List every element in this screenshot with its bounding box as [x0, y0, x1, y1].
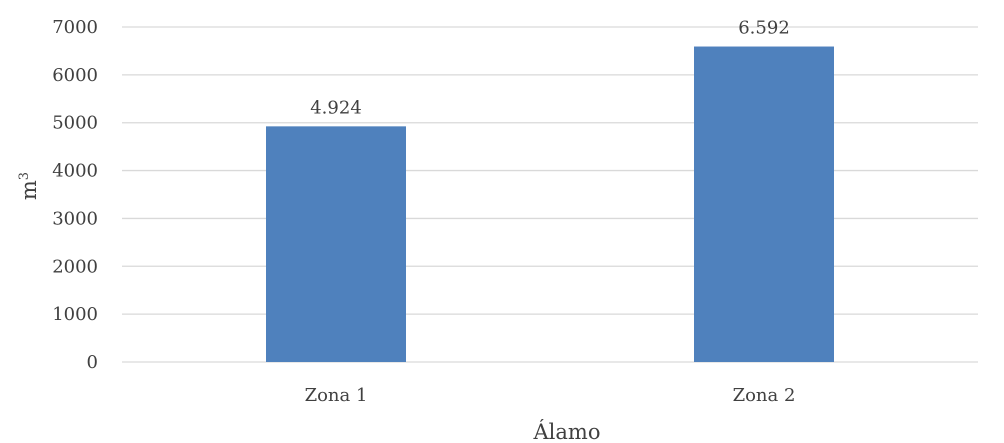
x-axis-title: Álamo [533, 420, 601, 443]
x-tick-label: Zona 2 [733, 385, 796, 406]
data-label: 6.592 [738, 18, 790, 39]
y-axis-title-superscript: 3 [17, 172, 32, 180]
x-axis-tick-labels: Zona 1 Zona 2 [305, 385, 796, 406]
y-tick-label: 6000 [52, 65, 98, 86]
x-tick-label: Zona 1 [305, 385, 368, 406]
y-axis-title: m3 [17, 172, 41, 200]
y-axis-tick-labels: 0 1000 2000 3000 4000 5000 6000 7000 [52, 17, 98, 373]
bar-zona-1 [266, 126, 406, 362]
y-tick-label: 5000 [52, 113, 98, 134]
gridlines [122, 26, 978, 363]
y-tick-label: 3000 [52, 208, 98, 229]
y-tick-label: 4000 [52, 161, 98, 182]
y-tick-label: 0 [87, 352, 98, 373]
y-tick-label: 1000 [52, 304, 98, 325]
y-axis-title-base: m [17, 180, 41, 200]
y-tick-label: 7000 [52, 17, 98, 38]
bar-zona-2 [694, 46, 834, 362]
data-label: 4.924 [310, 97, 362, 118]
data-labels: 4.924 6.592 [310, 18, 790, 119]
y-tick-label: 2000 [52, 256, 98, 277]
bars [266, 46, 834, 362]
